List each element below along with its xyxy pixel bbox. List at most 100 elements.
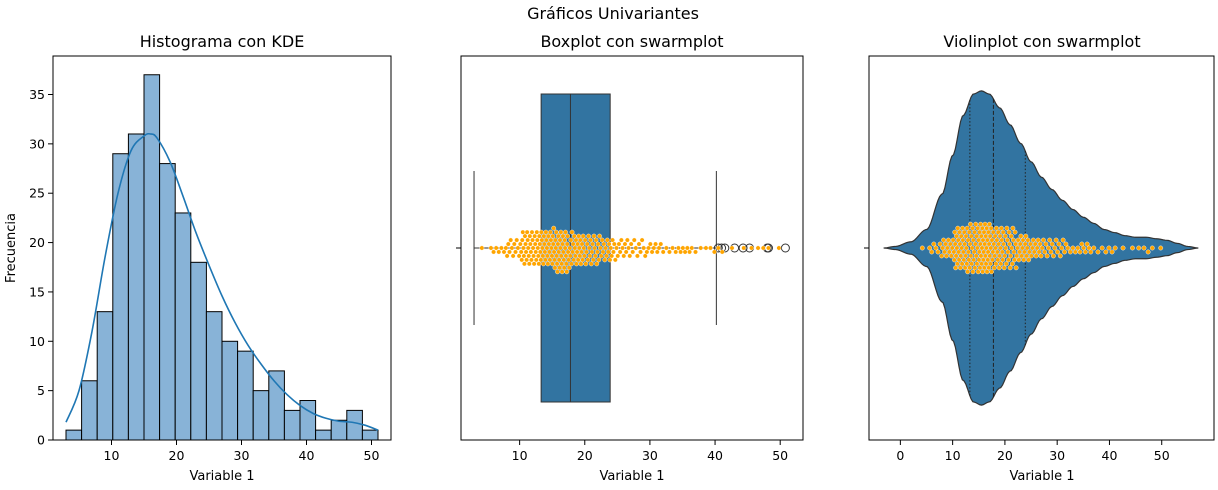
swarm-point bbox=[957, 229, 962, 235]
swarm-point bbox=[479, 245, 485, 251]
swarm-point bbox=[533, 249, 539, 255]
swarm-point bbox=[612, 257, 618, 263]
swarm-point bbox=[548, 237, 554, 243]
swarm-point bbox=[572, 253, 578, 259]
swarm-point bbox=[561, 257, 567, 263]
boxplot-xtick-label: 50 bbox=[772, 448, 788, 463]
swarm-point bbox=[1008, 233, 1014, 239]
histogram-ytick-label: 10 bbox=[29, 334, 45, 349]
swarm-point bbox=[974, 245, 980, 251]
histogram-bar bbox=[174, 212, 192, 441]
swarm-point bbox=[1001, 241, 1007, 247]
swarm-point bbox=[1049, 241, 1055, 247]
swarm-point bbox=[610, 237, 615, 243]
swarm-point bbox=[534, 229, 540, 235]
swarm-point bbox=[574, 261, 579, 267]
swarm-point bbox=[653, 241, 658, 247]
swarm-point bbox=[552, 237, 558, 243]
swarm-point bbox=[987, 233, 993, 239]
swarm-point bbox=[543, 229, 549, 235]
swarm-point bbox=[630, 249, 636, 255]
swarm-point bbox=[999, 249, 1005, 255]
swarm-point bbox=[580, 233, 586, 239]
swarm-point bbox=[1007, 241, 1012, 247]
swarm-point bbox=[562, 245, 568, 251]
swarm-point bbox=[1079, 241, 1085, 247]
swarm-point bbox=[1010, 225, 1016, 231]
swarm-point bbox=[565, 249, 571, 255]
swarm-point bbox=[1006, 229, 1012, 235]
violinplot-panel: Violinplot con swarmplot 0 10 20 30 40 50 Var… bbox=[864, 32, 1215, 484]
swarm-point bbox=[560, 241, 565, 247]
swarm-point bbox=[708, 245, 713, 251]
swarm-point bbox=[687, 249, 692, 255]
swarm-point bbox=[1062, 249, 1067, 255]
swarm-point bbox=[547, 249, 552, 255]
histogram-bar bbox=[361, 429, 379, 441]
swarm-point bbox=[980, 237, 986, 243]
swarm-point bbox=[972, 241, 978, 247]
swarm-point bbox=[577, 253, 583, 259]
histogram-xtick-label: 30 bbox=[234, 448, 250, 463]
swarm-point bbox=[663, 245, 669, 251]
swarm-point bbox=[1012, 229, 1018, 235]
swarm-point bbox=[989, 269, 994, 275]
swarm-point bbox=[1007, 265, 1013, 271]
swarm-point bbox=[579, 249, 584, 255]
swarm-point bbox=[1120, 245, 1126, 251]
swarm-point bbox=[1136, 245, 1142, 251]
swarm-point bbox=[614, 245, 619, 251]
violinplot-xtick-label: 50 bbox=[1154, 448, 1170, 463]
swarm-point bbox=[521, 253, 527, 259]
swarm-point bbox=[1141, 245, 1147, 251]
swarm-point bbox=[511, 241, 517, 247]
swarm-point bbox=[607, 257, 613, 263]
swarm-point bbox=[943, 241, 948, 247]
swarm-point bbox=[1063, 241, 1069, 247]
swarm-point bbox=[1021, 257, 1027, 263]
swarm-point bbox=[548, 229, 553, 235]
swarm-point bbox=[1032, 241, 1038, 247]
histogram-bar bbox=[65, 429, 83, 441]
swarm-point bbox=[559, 261, 565, 267]
swarm-point bbox=[530, 245, 536, 251]
swarm-point bbox=[985, 257, 991, 263]
swarm-point bbox=[678, 249, 684, 255]
swarm-point bbox=[698, 245, 704, 251]
swarm-point bbox=[550, 261, 555, 267]
swarm-point bbox=[981, 265, 987, 271]
histogram-bar bbox=[315, 429, 332, 441]
swarm-point bbox=[760, 245, 766, 251]
swarm-point bbox=[944, 253, 949, 259]
swarm-point bbox=[964, 225, 970, 231]
swarm-point bbox=[1095, 249, 1101, 255]
swarm-point bbox=[951, 257, 957, 263]
violinplot-plot-area bbox=[883, 90, 1199, 406]
swarm-point bbox=[1158, 245, 1164, 251]
swarm-point bbox=[590, 241, 596, 247]
swarm-point bbox=[582, 237, 588, 243]
swarm-point bbox=[540, 253, 546, 259]
swarm-point bbox=[1009, 261, 1015, 267]
swarm-point bbox=[998, 261, 1004, 267]
swarm-point bbox=[1055, 249, 1060, 255]
swarm-point bbox=[1003, 245, 1009, 251]
swarm-point bbox=[529, 229, 535, 235]
swarm-point bbox=[1070, 245, 1076, 251]
swarm-point bbox=[631, 237, 637, 243]
swarm-point bbox=[942, 249, 947, 255]
swarm-point bbox=[573, 237, 579, 243]
swarm-point bbox=[1025, 237, 1031, 243]
swarm-point bbox=[1013, 265, 1019, 271]
swarm-point bbox=[948, 253, 954, 259]
swarm-point bbox=[1020, 237, 1026, 243]
swarm-point bbox=[620, 245, 625, 251]
swarm-point bbox=[993, 245, 998, 251]
swarm-point bbox=[595, 241, 601, 247]
swarm-point bbox=[534, 237, 540, 243]
violinplot-xtick-label: 0 bbox=[896, 448, 904, 463]
swarm-point bbox=[1047, 237, 1053, 243]
histogram-ytick-label: 25 bbox=[29, 186, 45, 201]
swarm-point bbox=[622, 241, 628, 247]
swarm-point bbox=[508, 237, 514, 243]
